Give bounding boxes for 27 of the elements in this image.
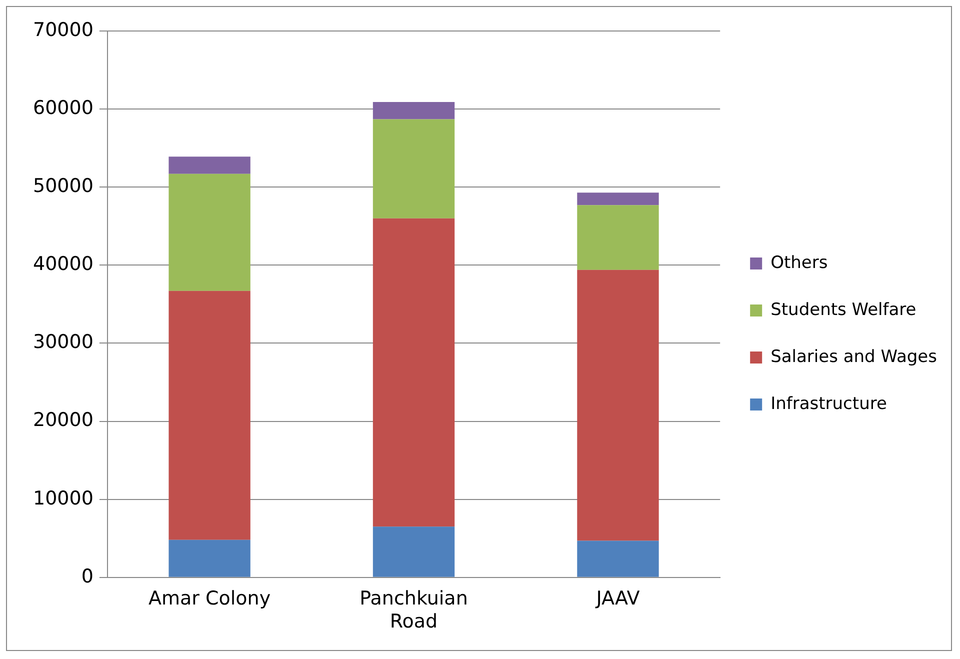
bar (372, 218, 455, 527)
x-tick-label: Panchkuian Road (360, 588, 468, 633)
legend-label: Salaries and Wages (770, 346, 938, 367)
y-tick-label: 50000 (32, 175, 94, 198)
y-tick-label: 60000 (32, 96, 94, 119)
x-tick-label: Amar Colony (148, 588, 271, 610)
bar (577, 192, 659, 206)
y-tick-label: 70000 (32, 18, 94, 41)
bar (577, 205, 659, 270)
bar (168, 174, 250, 291)
bar (372, 119, 455, 218)
bar (168, 290, 250, 540)
bar (372, 526, 455, 577)
bar (168, 540, 250, 577)
y-tick-label: 20000 (32, 409, 94, 432)
y-tick-label: 0 (81, 565, 94, 588)
legend-label: Students Welfare (770, 300, 916, 320)
legend-label: Infrastructure (770, 394, 887, 414)
bar (168, 156, 250, 174)
x-tick-label: JAAV (595, 588, 640, 610)
bar (577, 540, 659, 577)
bar (577, 270, 659, 541)
y-tick-label: 30000 (32, 331, 94, 354)
legend-label: Others (770, 252, 828, 273)
y-tick-label: 10000 (32, 487, 94, 510)
y-tick-label: 40000 (32, 253, 94, 276)
bar (372, 102, 455, 120)
